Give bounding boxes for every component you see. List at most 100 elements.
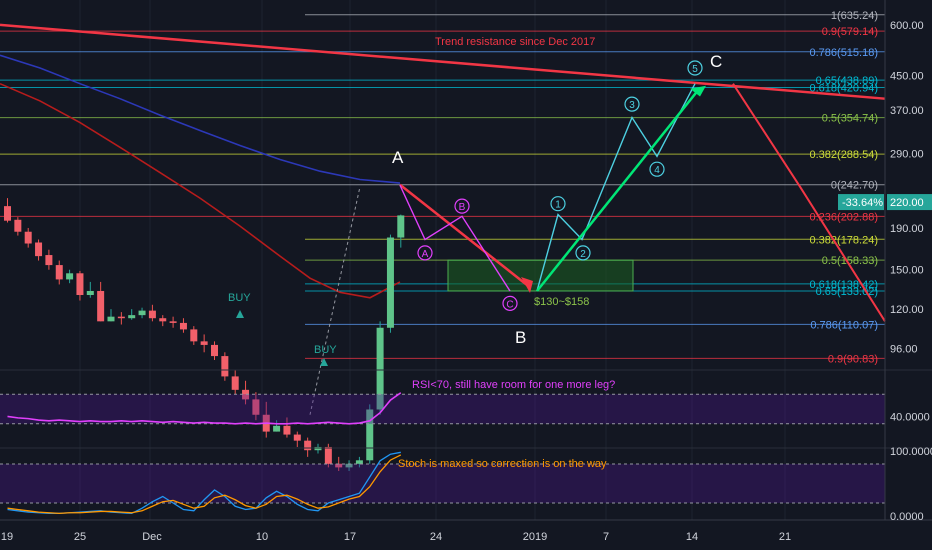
fib-label-12: 0.65(133.02) [816, 286, 878, 298]
candle-body-2 [24, 231, 32, 244]
sub-c-circle [502, 295, 518, 311]
buy-triangle-1 [236, 310, 244, 318]
ma-line-1 [0, 82, 401, 299]
imp-5-circle [687, 60, 703, 76]
projected-drop-line [732, 83, 886, 322]
candle-body-17 [179, 322, 187, 330]
imp-2-circle [575, 245, 591, 261]
dashed-leg-line [309, 186, 361, 415]
range-label: $130~$158 [534, 296, 589, 308]
candle-body-20 [211, 344, 218, 357]
fib-label-9: 0.382(178.24) [810, 234, 879, 246]
time-tick-3: 10 [256, 531, 268, 543]
price-tick-8: 96.00 [890, 344, 918, 356]
fib-label-4: 0.618(420.94) [810, 82, 879, 94]
fib-label-5: 0.5(354.74) [822, 113, 878, 125]
fib-label-10: 0.5(158.33) [822, 255, 878, 267]
abc-arrow-head [521, 276, 533, 293]
time-tick-2: Dec [142, 531, 162, 543]
time-tick-9: 21 [779, 531, 791, 543]
candle-body-33 [345, 463, 353, 468]
candle-body-38 [397, 215, 405, 238]
candle-body-13 [138, 310, 146, 316]
buy-label-2: BUY [314, 344, 337, 356]
candle-body-19 [200, 341, 208, 345]
buy-label-1: BUY [228, 292, 251, 304]
rsi-tick: 40.0000 [890, 411, 930, 423]
current-price-text: 220.00 [890, 197, 924, 209]
abc-correction-arrow [399, 183, 528, 286]
trend-line-label: Trend resistance since Dec 2017 [435, 36, 595, 48]
candle-body-23 [242, 389, 250, 400]
wave-c-label: C [710, 52, 722, 71]
change-tag [838, 194, 884, 211]
candle-body-34 [355, 460, 363, 464]
ma-line-0 [0, 54, 401, 184]
candle-body-22 [231, 376, 239, 390]
current-price-tag [887, 194, 932, 211]
abc-subwave-path [399, 184, 511, 292]
candle-body-21 [221, 356, 229, 377]
price-tick-7: 120.00 [890, 304, 924, 316]
impulse-subwave-path [536, 83, 696, 292]
time-tick-0: 19 [1, 531, 13, 543]
price-tick-6: 150.00 [890, 265, 924, 277]
candle-body-29 [304, 440, 312, 451]
price-tick-1: 450.00 [890, 71, 924, 83]
fib-label-1: 0.9(579.14) [822, 26, 878, 38]
stoch-band [0, 464, 885, 503]
impulse-arrow-head [690, 85, 706, 97]
impulse-green-arrow [536, 87, 701, 292]
time-tick-6: 2019 [523, 531, 547, 543]
stoch-tick-bottom: 0.0000 [890, 511, 924, 523]
stoch-tick-top: 100.0000 [890, 446, 932, 458]
fib-label-6: 0.382(288.54) [810, 149, 879, 161]
candle-body-32 [335, 463, 343, 468]
indicator-panes [0, 369, 932, 515]
candle-body-24 [252, 399, 260, 415]
fib-label-0: 1(635.24) [831, 10, 878, 22]
fib-levels: 1(635.24) 0.9(579.14) 0.786(515.18) 0.65(43… [0, 10, 885, 365]
candle-body-31 [324, 446, 332, 464]
candle-body-0 [4, 206, 11, 221]
moving-averages [0, 54, 401, 299]
price-tick-3: 290.00 [890, 148, 924, 160]
candle-body-28 [293, 434, 301, 441]
stoch-d-line [7, 454, 402, 515]
time-tick-4: 17 [344, 531, 356, 543]
rsi-band [0, 394, 885, 424]
imp-2-text: 2 [580, 249, 586, 260]
candle-body-14 [148, 310, 156, 319]
change-text: -33.64% [842, 197, 883, 209]
fib-label-13: 0.786(110.07) [810, 319, 878, 331]
candle-body-7 [76, 273, 84, 296]
fib-label-7: 0(242.70) [831, 180, 878, 192]
sub-c-text: C [506, 299, 513, 310]
sub-a-text: A [422, 249, 429, 260]
imp-4-circle [649, 161, 665, 177]
sub-b-circle [454, 198, 470, 214]
candle-body-37 [386, 237, 394, 328]
rsi-line [7, 392, 402, 425]
elliott-waves: A B C 1 2 3 4 5 [399, 60, 706, 311]
imp-1-text: 1 [555, 200, 561, 211]
candle-body-8 [86, 290, 94, 296]
candle-body-5 [55, 265, 63, 280]
fib-label-2: 0.786(515.18) [810, 47, 879, 59]
candle-body-35 [366, 409, 374, 461]
time-tick-1: 25 [74, 531, 86, 543]
candle-body-27 [283, 425, 291, 435]
time-tick-7: 7 [603, 531, 609, 543]
trend-resistance-line [0, 23, 886, 100]
candle-body-15 [159, 318, 167, 322]
imp-5-text: 5 [692, 64, 698, 75]
imp-3-text: 3 [629, 100, 635, 111]
candle-body-36 [376, 327, 384, 410]
fib-label-8: 0.236(202.88) [810, 211, 879, 223]
candle-body-10 [107, 316, 115, 322]
fib-label-14: 0.9(90.83) [828, 353, 878, 365]
price-tick-2: 370.00 [890, 105, 924, 117]
rsi-label: RSI<70, still have room for one more leg… [412, 379, 615, 391]
